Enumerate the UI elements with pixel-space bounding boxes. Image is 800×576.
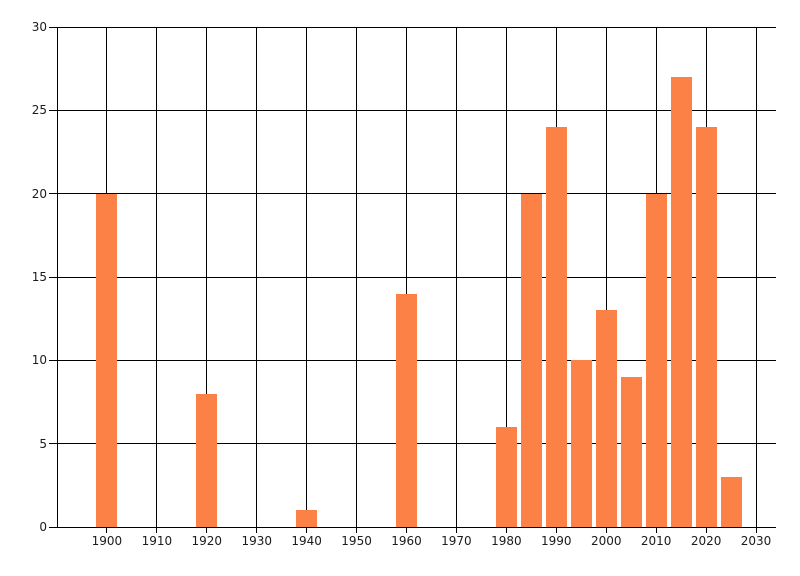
x-axis-tick xyxy=(455,527,457,533)
x-gridline xyxy=(755,27,757,527)
bar xyxy=(570,360,592,527)
x-gridline xyxy=(356,27,358,527)
y-axis-tick xyxy=(49,443,57,445)
x-axis-tick xyxy=(306,527,308,533)
x-gridline xyxy=(505,27,507,527)
x-gridline xyxy=(605,27,607,527)
x-tick-label: 2000 xyxy=(590,534,622,548)
y-gridline xyxy=(57,276,776,278)
x-axis-tick xyxy=(755,527,757,533)
y-axis-tick xyxy=(49,26,57,28)
x-gridline xyxy=(256,27,258,527)
x-axis-tick xyxy=(705,527,707,533)
y-tick-label: 10 xyxy=(31,353,47,368)
x-gridline xyxy=(206,27,208,527)
y-gridline xyxy=(57,26,776,28)
x-axis-tick xyxy=(555,527,557,533)
y-gridline xyxy=(57,526,776,528)
x-tick-label: 1990 xyxy=(541,534,572,548)
x-gridline xyxy=(455,27,457,527)
x-gridline xyxy=(406,27,407,527)
x-axis-tick xyxy=(605,527,607,533)
y-gridline xyxy=(57,109,776,111)
x-axis-tick xyxy=(106,527,108,533)
x-axis-tick xyxy=(406,527,407,533)
x-tick-label: 1970 xyxy=(441,534,472,548)
y-tick-label: 20 xyxy=(31,186,47,201)
x-gridline xyxy=(156,27,158,527)
bar xyxy=(495,427,517,527)
y-axis-tick xyxy=(49,193,57,195)
bar xyxy=(645,193,667,527)
x-axis-tick xyxy=(356,527,358,533)
x-tick-label: 2020 xyxy=(690,534,722,548)
y-gridline xyxy=(57,193,776,195)
x-tick-label: 1900 xyxy=(91,534,123,548)
x-tick-label: 1960 xyxy=(391,534,422,548)
bar xyxy=(96,193,118,527)
y-axis-tick xyxy=(49,109,57,111)
y-tick-label: 30 xyxy=(31,20,47,34)
y-axis-tick xyxy=(49,526,57,528)
x-axis-tick xyxy=(655,527,657,533)
x-tick-label: 1950 xyxy=(341,534,372,548)
x-tick-label: 1940 xyxy=(291,534,322,548)
y-axis-tick xyxy=(49,359,57,361)
bar xyxy=(196,393,218,527)
bar xyxy=(520,193,542,527)
y-tick-label: 25 xyxy=(31,103,47,118)
x-gridline xyxy=(306,27,308,527)
y-axis-line xyxy=(56,27,58,528)
y-tick-label: 5 xyxy=(39,436,47,451)
x-tick-label: 1930 xyxy=(241,534,272,548)
x-axis-tick xyxy=(505,527,507,533)
x-tick-label: 1910 xyxy=(141,534,173,548)
bar xyxy=(396,293,417,527)
bar xyxy=(670,77,692,527)
x-axis-tick xyxy=(206,527,208,533)
bar xyxy=(296,510,318,527)
x-tick-label: 1920 xyxy=(191,534,223,548)
y-tick-label: 15 xyxy=(31,270,47,284)
bar xyxy=(595,310,617,527)
y-axis-tick xyxy=(49,276,57,278)
x-tick-label: 2030 xyxy=(740,534,772,548)
x-tick-label: 2010 xyxy=(640,534,672,548)
y-tick-label: 0 xyxy=(39,520,47,534)
x-axis-tick xyxy=(156,527,158,533)
x-tick-label: 1980 xyxy=(491,534,522,548)
bar xyxy=(720,477,742,527)
bar xyxy=(545,127,567,527)
x-axis-tick xyxy=(256,527,258,533)
bar xyxy=(620,377,642,527)
bar xyxy=(695,127,717,527)
